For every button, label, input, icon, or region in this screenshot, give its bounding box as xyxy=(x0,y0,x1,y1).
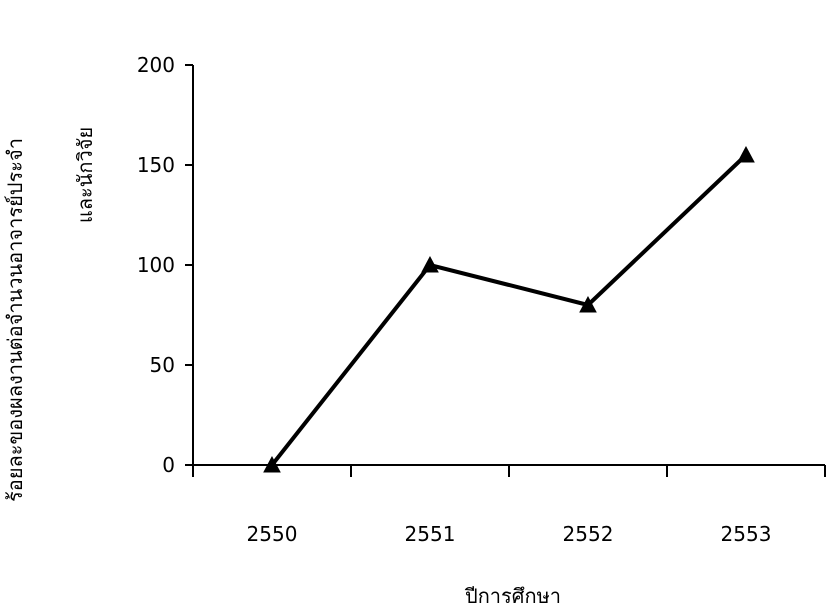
x-axis: 2550 2551 2552 2553 xyxy=(192,464,826,546)
y-axis-title-line-2: และนักวิจัย xyxy=(73,127,97,223)
y-tick-label: 200 xyxy=(137,53,175,77)
data-point-marker xyxy=(263,455,281,473)
data-point-marker xyxy=(737,145,755,163)
y-tick-label: 100 xyxy=(137,253,175,277)
data-point-marker xyxy=(579,295,597,313)
x-tick-label: 2551 xyxy=(405,522,456,546)
y-axis: 0 50 100 150 200 xyxy=(137,53,194,477)
data-point-marker xyxy=(421,255,439,273)
series-line xyxy=(263,145,755,473)
y-axis-title: ร้อยละของผลงานต่อจำนวนอาจารย์ประจำ และนั… xyxy=(3,127,97,502)
x-axis-title: ปีการศึกษา xyxy=(465,584,561,608)
y-tick-label: 0 xyxy=(162,453,175,477)
y-tick-label: 50 xyxy=(150,353,175,377)
x-tick-label: 2552 xyxy=(563,522,614,546)
y-axis-title-line-1: ร้อยละของผลงานต่อจำนวนอาจารย์ประจำ xyxy=(3,138,27,502)
series-path xyxy=(270,153,748,467)
x-tick-label: 2550 xyxy=(247,522,298,546)
x-tick-label: 2553 xyxy=(721,522,772,546)
y-tick-label: 150 xyxy=(137,153,175,177)
